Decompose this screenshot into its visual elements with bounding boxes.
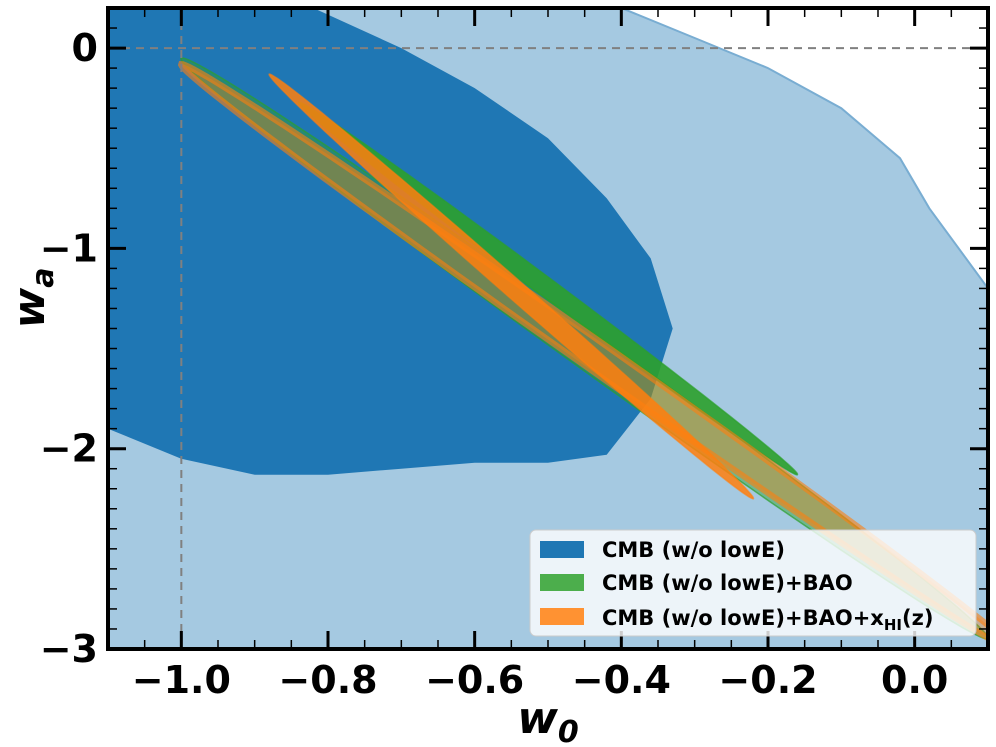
- x-tick-label: −0.4: [572, 658, 671, 702]
- y-tick-label: 0: [72, 26, 98, 70]
- plot-area: [108, 8, 988, 649]
- legend-swatch-bao: [540, 574, 584, 591]
- legend-swatch-cmb: [540, 541, 584, 558]
- tick-labels: −1.0 −0.8 −0.6 −0.4 −0.2 0.0 0 −1 −2 −3: [40, 26, 949, 702]
- y-tick-label: −2: [40, 427, 98, 471]
- legend-swatch-xhi: [540, 608, 584, 625]
- x-tick-label: 0.0: [881, 658, 948, 702]
- x-tick-label: −0.8: [278, 658, 377, 702]
- legend-label-cmb: CMB (w/o lowE): [602, 538, 785, 562]
- x-tick-label: −1.0: [132, 658, 231, 702]
- x-axis-label: w0: [517, 693, 579, 747]
- reference-lines: [108, 8, 988, 649]
- legend-label-bao: CMB (w/o lowE)+BAO: [602, 571, 853, 595]
- legend-box: [529, 529, 977, 637]
- plot-frame: [106, 6, 990, 651]
- x-tick-label: −0.6: [425, 658, 524, 702]
- xhi-contour-68: [268, 73, 755, 500]
- legend-entry-cmb: CMB (w/o lowE): [540, 538, 785, 562]
- legend-entry-xhi: CMB (w/o lowE)+BAO+xHI(z): [540, 606, 933, 634]
- x-tick-label: −0.2: [718, 658, 817, 702]
- legend-label-xhi: CMB (w/o lowE)+BAO+xHI(z): [602, 606, 933, 634]
- legend: CMB (w/o lowE) CMB (w/o lowE)+BAO CMB (w…: [529, 529, 977, 637]
- y-tick-label: −1: [40, 226, 98, 270]
- y-axis-label: wa: [4, 268, 61, 329]
- xhi-contours: [177, 60, 988, 642]
- y-tick-label: −3: [40, 627, 98, 671]
- legend-entry-bao: CMB (w/o lowE)+BAO: [540, 571, 853, 595]
